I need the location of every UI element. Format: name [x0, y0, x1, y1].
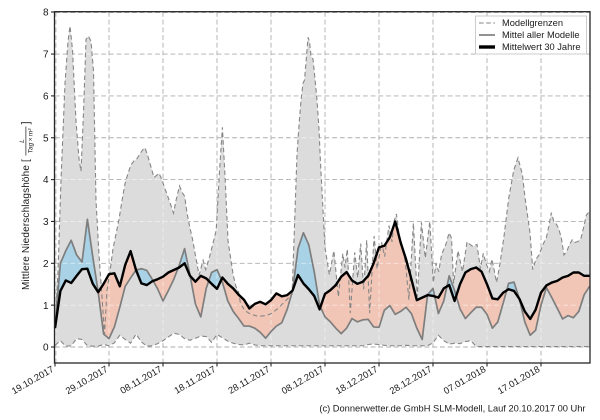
svg-text:07.01.2018: 07.01.2018	[441, 363, 487, 396]
svg-text:18.11.2017: 18.11.2017	[172, 363, 218, 396]
svg-text:8: 8	[43, 8, 49, 19]
svg-text:7: 7	[43, 50, 49, 61]
svg-text:0: 0	[43, 343, 49, 354]
svg-text:19.10.2017: 19.10.2017	[9, 363, 55, 396]
svg-text:28.12.2017: 28.12.2017	[387, 363, 433, 396]
svg-text:18.12.2017: 18.12.2017	[333, 363, 379, 396]
svg-text:1: 1	[43, 301, 49, 312]
svg-text:08.12.2017: 08.12.2017	[279, 363, 325, 396]
svg-text:L: L	[19, 139, 26, 143]
svg-text:Mittlere Niederschlagshöhe [: Mittlere Niederschlagshöhe [	[21, 159, 32, 290]
svg-text:Tag × m²: Tag × m²	[27, 128, 34, 154]
svg-text:Modellgrenzen: Modellgrenzen	[502, 18, 563, 28]
svg-text:4: 4	[43, 175, 49, 186]
svg-text:3: 3	[43, 217, 49, 228]
svg-text:5: 5	[43, 133, 49, 144]
svg-text:28.11.2017: 28.11.2017	[226, 363, 272, 396]
svg-text:29.10.2017: 29.10.2017	[63, 363, 109, 396]
svg-text:6: 6	[43, 92, 49, 103]
svg-text:Mittelwert 30 Jahre: Mittelwert 30 Jahre	[502, 42, 581, 52]
svg-text:17.01.2018: 17.01.2018	[495, 363, 541, 396]
svg-text:Mittel aller Modelle: Mittel aller Modelle	[502, 30, 580, 40]
svg-text:08.11.2017: 08.11.2017	[118, 363, 164, 396]
svg-text:2: 2	[43, 259, 49, 270]
svg-text:(c) Donnerwetter.de GmbH SLM-M: (c) Donnerwetter.de GmbH SLM-Modell, Lau…	[319, 404, 585, 414]
svg-text:]: ]	[20, 121, 32, 124]
